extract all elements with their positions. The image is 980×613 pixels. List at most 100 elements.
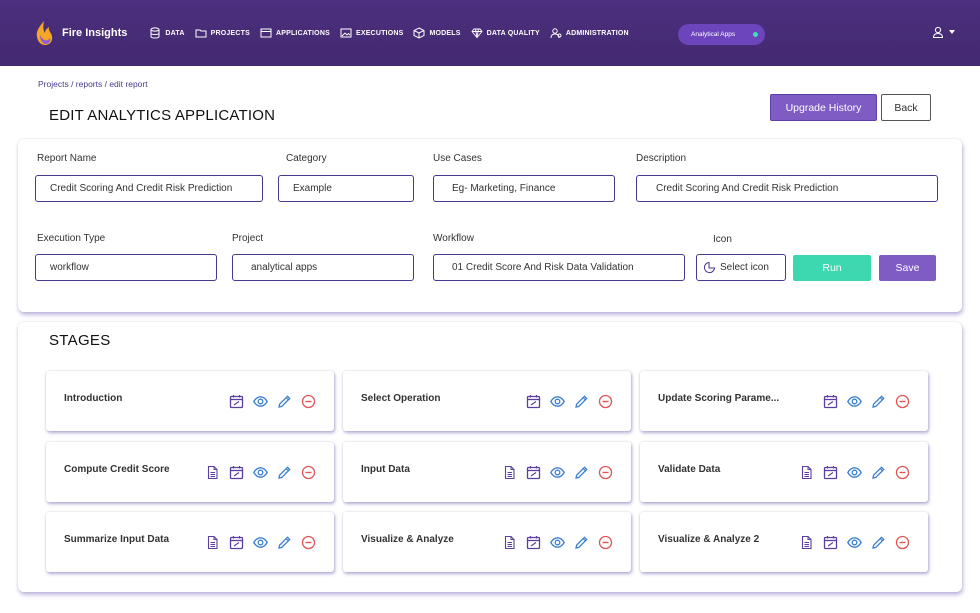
stage-name: Update Scoring Parame... — [658, 393, 780, 404]
nav-data-quality-label: DATA QUALITY — [486, 29, 540, 37]
remove-circle-icon[interactable] — [598, 465, 613, 480]
nav-data[interactable]: DATA — [149, 27, 184, 39]
stage-card[interactable]: Input Data — [343, 442, 631, 502]
flame-logo-icon — [36, 21, 53, 45]
top-navbar: Fire Insights DATA PROJECTS APPLICATIONS… — [0, 0, 980, 66]
stage-actions — [229, 394, 316, 409]
analytical-apps-label: Analytical Apps — [691, 31, 736, 38]
user-icon — [932, 26, 944, 38]
upgrade-history-button[interactable]: Upgrade History — [770, 94, 877, 121]
remove-circle-icon[interactable] — [301, 394, 316, 409]
nav-administration[interactable]: ADMINISTRATION — [550, 27, 629, 39]
run-button[interactable]: Run — [793, 255, 871, 281]
nav-data-quality[interactable]: DATA QUALITY — [471, 27, 540, 39]
stage-actions — [502, 535, 613, 550]
nav-applications[interactable]: APPLICATIONS — [260, 27, 330, 39]
select-icon-button[interactable]: Select icon — [696, 254, 786, 281]
report-name-input[interactable]: Credit Scoring And Credit Risk Predictio… — [35, 175, 263, 202]
remove-circle-icon[interactable] — [301, 465, 316, 480]
back-button[interactable]: Back — [881, 94, 931, 121]
users-icon — [550, 28, 562, 39]
stage-name: Visualize & Analyze 2 — [658, 534, 760, 545]
breadcrumb-text[interactable]: Projects / reports / edit report — [38, 79, 148, 89]
nav-projects[interactable]: PROJECTS — [195, 27, 250, 39]
pencil-icon[interactable] — [574, 535, 589, 550]
calendar-edit-icon[interactable] — [229, 465, 244, 480]
eye-icon[interactable] — [550, 465, 565, 480]
report-form-card: Report Name Credit Scoring And Credit Ri… — [18, 139, 962, 312]
category-input[interactable]: Example — [278, 175, 414, 202]
chevron-down-icon — [949, 30, 955, 34]
eye-icon[interactable] — [847, 465, 862, 480]
app-logo[interactable]: Fire Insights — [34, 20, 127, 46]
calendar-edit-icon[interactable] — [229, 394, 244, 409]
use-cases-input[interactable]: Eg- Marketing, Finance — [433, 175, 615, 202]
remove-circle-icon[interactable] — [895, 465, 910, 480]
icon-label: Icon — [713, 234, 732, 245]
window-icon — [260, 28, 272, 38]
pencil-icon[interactable] — [277, 394, 292, 409]
pie-chart-icon — [703, 261, 716, 274]
calendar-edit-icon[interactable] — [823, 465, 838, 480]
stages-title: STAGES — [49, 332, 111, 349]
remove-circle-icon[interactable] — [895, 394, 910, 409]
workflow-label: Workflow — [433, 233, 474, 244]
stage-card[interactable]: Select Operation — [343, 371, 631, 431]
use-cases-label: Use Cases — [433, 153, 482, 164]
pencil-icon[interactable] — [871, 465, 886, 480]
calendar-edit-icon[interactable] — [526, 394, 541, 409]
stage-card[interactable]: Summarize Input Data — [46, 512, 334, 572]
execution-type-select[interactable]: workflow — [35, 254, 217, 281]
status-dot-icon — [753, 32, 758, 37]
nav-models[interactable]: MODELS — [413, 27, 460, 39]
eye-icon[interactable] — [550, 535, 565, 550]
stage-actions — [205, 535, 316, 550]
stage-card[interactable]: Validate Data — [640, 442, 928, 502]
calendar-edit-icon[interactable] — [229, 535, 244, 550]
calendar-edit-icon[interactable] — [823, 535, 838, 550]
pencil-icon[interactable] — [277, 465, 292, 480]
remove-circle-icon[interactable] — [301, 535, 316, 550]
calendar-edit-icon[interactable] — [526, 535, 541, 550]
stage-card[interactable]: Compute Credit Score — [46, 442, 334, 502]
pencil-icon[interactable] — [574, 394, 589, 409]
calendar-edit-icon[interactable] — [823, 394, 838, 409]
stage-card[interactable]: Visualize & Analyze 2 — [640, 512, 928, 572]
eye-icon[interactable] — [253, 535, 268, 550]
stage-name: Visualize & Analyze — [361, 534, 454, 545]
save-button[interactable]: Save — [879, 255, 936, 281]
pencil-icon[interactable] — [277, 535, 292, 550]
document-icon[interactable] — [502, 465, 517, 480]
remove-circle-icon[interactable] — [895, 535, 910, 550]
eye-icon[interactable] — [847, 394, 862, 409]
user-menu[interactable] — [932, 26, 955, 38]
remove-circle-icon[interactable] — [598, 535, 613, 550]
stage-card[interactable]: Update Scoring Parame... — [640, 371, 928, 431]
eye-icon[interactable] — [253, 394, 268, 409]
stage-name: Summarize Input Data — [64, 534, 170, 545]
pencil-icon[interactable] — [871, 535, 886, 550]
stages-card: STAGES Introduction Select Operation Updat… — [18, 322, 962, 592]
analytical-apps-toggle[interactable]: Analytical Apps — [678, 24, 765, 45]
eye-icon[interactable] — [253, 465, 268, 480]
document-icon[interactable] — [799, 535, 814, 550]
description-input[interactable]: Credit Scoring And Credit Risk Predictio… — [636, 175, 938, 202]
database-icon — [150, 27, 160, 39]
document-icon[interactable] — [205, 465, 220, 480]
stage-card[interactable]: Introduction — [46, 371, 334, 431]
stage-card[interactable]: Visualize & Analyze — [343, 512, 631, 572]
stage-name: Introduction — [64, 393, 123, 404]
workflow-select[interactable]: 01 Credit Score And Risk Data Validation — [433, 254, 685, 281]
project-select[interactable]: analytical apps — [232, 254, 414, 281]
calendar-edit-icon[interactable] — [526, 465, 541, 480]
eye-icon[interactable] — [550, 394, 565, 409]
nav-executions[interactable]: EXECUTIONS — [340, 27, 404, 39]
pencil-icon[interactable] — [871, 394, 886, 409]
breadcrumb[interactable]: Projects / reports / edit report — [38, 79, 148, 89]
remove-circle-icon[interactable] — [598, 394, 613, 409]
document-icon[interactable] — [205, 535, 220, 550]
document-icon[interactable] — [799, 465, 814, 480]
document-icon[interactable] — [502, 535, 517, 550]
eye-icon[interactable] — [847, 535, 862, 550]
pencil-icon[interactable] — [574, 465, 589, 480]
